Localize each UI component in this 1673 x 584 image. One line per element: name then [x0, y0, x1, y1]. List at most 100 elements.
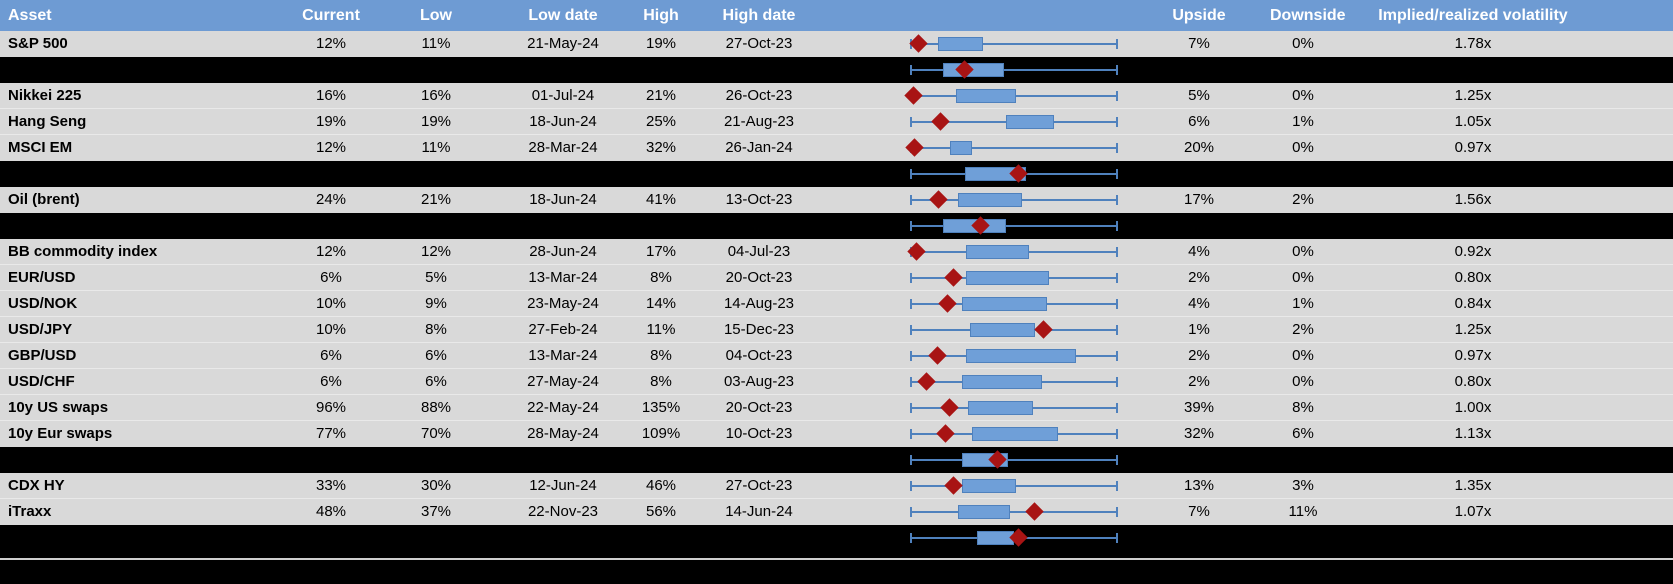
whisker-cap-right — [1116, 39, 1118, 49]
ratio-value: 1.25x — [1454, 87, 1492, 104]
upside-value: 6% — [1188, 113, 1210, 130]
low-value: 8% — [425, 321, 447, 338]
table-row: Oil (brent) 24% 21% 18-Jun-24 41% 13-Oct-23 17… — [0, 187, 1673, 213]
whisker-cap-right — [1116, 403, 1118, 413]
range-boxplot — [903, 83, 1118, 109]
high-value: 46% — [645, 477, 677, 494]
ratio-value: 1.35x — [1454, 477, 1492, 494]
interquartile-box — [957, 193, 1023, 207]
downside-value: 6% — [1292, 425, 1314, 442]
upside-value: 17% — [1183, 191, 1215, 208]
range-boxplot — [910, 161, 1118, 187]
low-value: 16% — [420, 87, 452, 104]
current-level-diamond-icon — [909, 34, 928, 53]
bottom-divider — [0, 558, 1673, 560]
whisker-cap-right — [1116, 377, 1118, 387]
current-value: 10% — [315, 321, 347, 338]
table-row: iTraxx 48% 37% 22-Nov-23 56% 14-Jun-24 7% 11% 1.… — [0, 499, 1673, 525]
table-row: Nikkei 225 16% 16% 01-Jul-24 21% 26-Oct-23 5% 0… — [0, 83, 1673, 109]
whisker-cap-right — [1116, 221, 1118, 231]
table-row: S&P 500 12% 11% 21-May-24 19% 27-Oct-23 7% 0% 1.… — [0, 31, 1673, 57]
downside-value: 0% — [1292, 373, 1314, 390]
table-body: S&P 500 12% 11% 21-May-24 19% 27-Oct-23 7% 0% 1.… — [0, 31, 1673, 551]
table-row: USD/JPY 10% 8% 27-Feb-24 11% 15-Dec-23 1% 2% 1.2… — [0, 317, 1673, 343]
whisker-cap-left — [910, 377, 912, 387]
interquartile-box — [949, 141, 973, 155]
column-header-low_date: Low date — [528, 7, 598, 24]
upside-value: 7% — [1188, 35, 1210, 52]
table-row: USD/NOK 10% 9% 23-May-24 14% 14-Aug-23 4% 1% 0.8… — [0, 291, 1673, 317]
ratio-value: 1.78x — [1454, 35, 1492, 52]
range-boxplot — [910, 395, 1118, 421]
asset-name: USD/NOK — [8, 295, 78, 312]
ratio-value: 0.92x — [1454, 243, 1492, 260]
current-value: 19% — [315, 113, 347, 130]
current-level-diamond-icon — [938, 294, 957, 313]
range-boxplot — [910, 473, 1118, 499]
whisker-cap-right — [1116, 507, 1118, 517]
range-boxplot — [910, 109, 1118, 135]
low-value: 11% — [421, 139, 451, 156]
current-level-diamond-icon — [940, 398, 959, 417]
low-value: 70% — [420, 425, 452, 442]
asset-name: 10y US swaps — [8, 399, 109, 416]
whisker-cap-right — [1116, 299, 1118, 309]
high_date-value: 04-Oct-23 — [725, 347, 793, 364]
whisker-cap-left — [910, 507, 912, 517]
whisker-cap-left — [910, 273, 912, 283]
high-value: 109% — [641, 425, 681, 442]
whisker-cap-left — [910, 429, 912, 439]
range-boxplot — [910, 213, 1118, 239]
ratio-value: 1.00x — [1454, 399, 1492, 416]
ratio-value: 0.80x — [1454, 269, 1492, 286]
current-level-diamond-icon — [927, 346, 947, 365]
current-level-diamond-icon — [928, 190, 948, 209]
whisker-cap-right — [1116, 117, 1118, 127]
range-boxplot — [910, 57, 1118, 83]
table-row: CDX HY 33% 30% 12-Jun-24 46% 27-Oct-23 13% 3% 1.… — [0, 473, 1673, 499]
downside-value: 3% — [1292, 477, 1314, 494]
high_date-value: 03-Aug-23 — [723, 373, 795, 390]
whisker-cap-right — [1116, 351, 1118, 361]
high_date-value: 04-Jul-23 — [727, 243, 791, 260]
table-row: USD/CHF 6% 6% 27-May-24 8% 03-Aug-23 2% 0% 0.80x — [0, 369, 1673, 395]
low-value: 19% — [420, 113, 452, 130]
high-value: 17% — [645, 243, 677, 260]
column-header-downside: Downside — [1270, 7, 1346, 24]
upside-value: 4% — [1188, 295, 1210, 312]
high_date-value: 14-Aug-23 — [723, 295, 795, 312]
upside-value: 20% — [1183, 139, 1215, 156]
upside-value: 13% — [1183, 477, 1215, 494]
whisker-cap-right — [1116, 481, 1118, 491]
current-level-diamond-icon — [1025, 502, 1044, 521]
whisker-cap-right — [1116, 533, 1118, 543]
low_date-value: 21-May-24 — [527, 35, 599, 52]
whisker-cap-right — [1116, 429, 1118, 439]
whisker-cap-left — [910, 65, 912, 75]
low-value: 88% — [420, 399, 452, 416]
interquartile-box — [972, 427, 1058, 441]
current-value: 77% — [315, 425, 347, 442]
whisker-line — [910, 459, 1118, 461]
high-value: 8% — [650, 347, 672, 364]
ratio-value: 0.97x — [1454, 347, 1492, 364]
column-header-high_date: High date — [722, 7, 796, 24]
whisker-cap-right — [1116, 143, 1118, 153]
range-boxplot — [910, 499, 1118, 525]
whisker-cap-left — [910, 169, 912, 179]
ratio-value: 1.13x — [1454, 425, 1492, 442]
low_date-value: 13-Mar-24 — [528, 347, 598, 364]
whisker-cap-left — [910, 221, 912, 231]
low-value: 30% — [420, 477, 452, 494]
high_date-value: 10-Oct-23 — [725, 425, 793, 442]
downside-value: 0% — [1292, 269, 1314, 286]
low_date-value: 22-Nov-23 — [527, 503, 599, 520]
current-value: 12% — [315, 243, 347, 260]
asset-name: S&P 500 — [8, 35, 68, 52]
high-value: 8% — [650, 269, 672, 286]
current-value: 16% — [315, 87, 347, 104]
interquartile-box — [1005, 115, 1054, 129]
asset-name: GBP/USD — [8, 347, 77, 364]
downside-value: 8% — [1292, 399, 1314, 416]
